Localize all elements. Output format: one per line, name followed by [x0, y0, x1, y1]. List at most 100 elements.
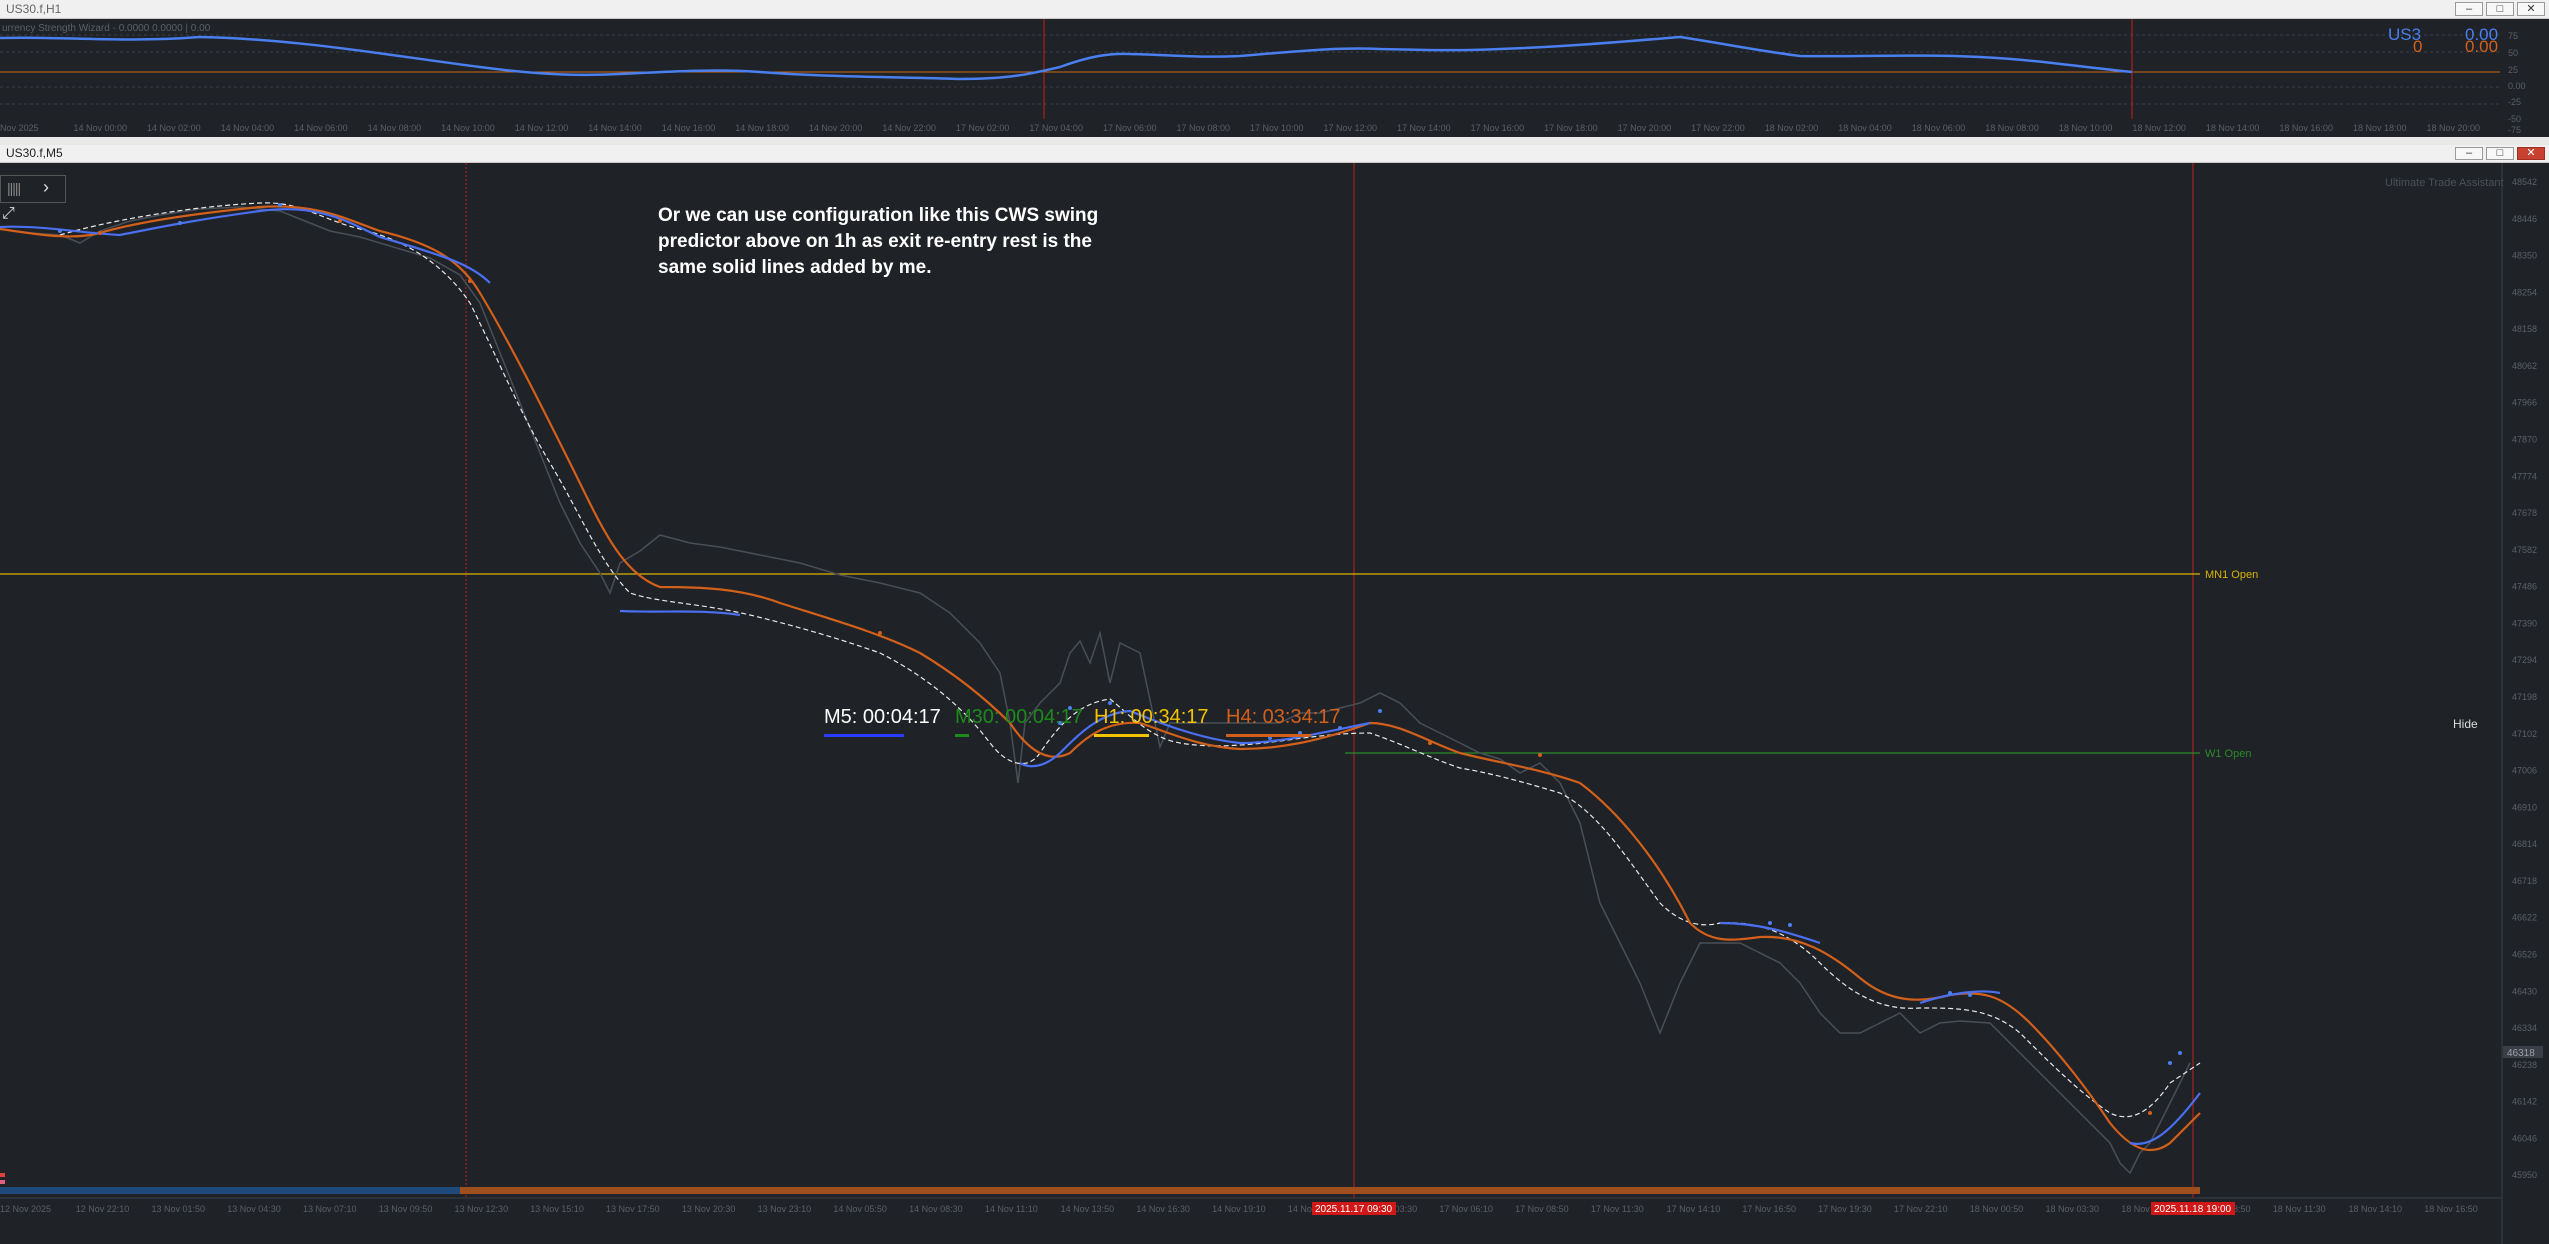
close-button[interactable]: ✕ — [2517, 147, 2545, 160]
h1-window-title: US30.f,H1 — [6, 2, 62, 16]
h1-time-label: 17 Nov 14:00 — [1397, 123, 1451, 133]
legend-us3-name: US3 — [2388, 25, 2421, 44]
legend-0-value: 0.00 — [2465, 37, 2498, 56]
h1-time-label: 18 Nov 16:00 — [2279, 123, 2333, 133]
time-label: 17 Nov 06:10 — [1439, 1204, 1493, 1214]
highlight-time-1 — [1312, 1202, 1396, 1215]
price-label: 46334 — [2512, 1023, 2537, 1033]
time-label: 17 Nov 19:30 — [1818, 1204, 1872, 1214]
hide-button[interactable]: Hide — [2453, 717, 2478, 731]
time-label: 13 Nov 23:10 — [758, 1204, 812, 1214]
annotation-note: Or we can use configuration like this CW… — [658, 203, 1098, 281]
h1-time-label: 18 Nov 12:00 — [2132, 123, 2186, 133]
h1-time-label: 14 Nov 02:00 — [147, 123, 201, 133]
time-label: 17 Nov 14:10 — [1667, 1204, 1721, 1214]
time-label: 18 Nov 06:10 — [2121, 1204, 2175, 1214]
h1-time-label: 14 Nov 08:00 — [368, 123, 422, 133]
time-label: 18 Nov 00:50 — [1970, 1204, 2024, 1214]
h1-time-label: 14 Nov 22:00 — [882, 123, 936, 133]
time-label: 14 Nov 11:10 — [985, 1204, 1038, 1214]
h1-scale-label: 25 — [2508, 65, 2518, 75]
price-label: 47198 — [2512, 692, 2537, 702]
h1-window-titlebar[interactable]: US30.f,H1 – □ ✕ — [0, 0, 2549, 19]
h1-scale-label: 75 — [2508, 31, 2518, 41]
h1-time-label: 14 Nov 06:00 — [294, 123, 348, 133]
m5-price-chart[interactable]: MN1 Open W1 Open 48542 48446 48350 48254 481… — [0, 163, 2549, 1244]
price-label: 47294 — [2512, 655, 2537, 665]
h1-time-label: 14 Nov 18:00 — [735, 123, 789, 133]
h1-chart-window: US30.f,H1 – □ ✕ urrency Strength Wizard … — [0, 0, 2549, 137]
h1-time-label: 14 Nov 20:00 — [809, 123, 863, 133]
time-label: 14 Nov 16:30 — [1136, 1204, 1190, 1214]
legend-us3-value: 0.00 — [2465, 25, 2498, 44]
grip-icon[interactable]: ||||| — [7, 180, 21, 196]
m5-time-axis: 12 Nov 2025 12 Nov 22:10 13 Nov 01:50 13 No… — [0, 1204, 2478, 1214]
h1-time-label: 14 Nov 00:00 — [74, 123, 128, 133]
h1-time-label: 18 Nov 14:00 — [2206, 123, 2260, 133]
time-label: 13 Nov 07:10 — [303, 1204, 357, 1214]
h1-time-label: 17 Nov 04:00 — [1029, 123, 1083, 133]
time-label: 17 Nov 11:30 — [1591, 1204, 1644, 1214]
h1-time-label: 18 Nov 06:00 — [1912, 123, 1966, 133]
h1-time-label: 17 Nov 02:00 — [956, 123, 1010, 133]
h1-scale-label: 50 — [2508, 48, 2518, 58]
expand-icon[interactable]: ⤢ — [2, 205, 15, 222]
time-label: 17 Nov 08:50 — [1515, 1204, 1569, 1214]
timer-m5: M5: 00:04:17 — [824, 706, 941, 737]
h1-time-label: 17 Nov 12:00 — [1324, 123, 1378, 133]
price-candles — [0, 206, 2191, 1175]
h1-time-label: 17 Nov 06:00 — [1103, 123, 1157, 133]
maximize-button[interactable]: □ — [2486, 2, 2514, 16]
time-label: 18 Nov 14:10 — [2348, 1204, 2402, 1214]
current-price-label: 46318 — [2507, 1048, 2535, 1059]
m5-price-scale: 48542 48446 48350 48254 48158 48062 47966 47870… — [2512, 177, 2537, 1180]
h1-time-label: Nov 2025 — [0, 123, 39, 133]
time-label: 13 Nov 15:10 — [530, 1204, 584, 1214]
minimize-button[interactable]: – — [2455, 2, 2483, 16]
currency-strength-line — [0, 35, 2133, 81]
h1-time-label: 17 Nov 08:00 — [1176, 123, 1230, 133]
time-label: 18 Nov 11:30 — [2273, 1204, 2326, 1214]
timer-h4: H4: 03:34:17 — [1226, 706, 1341, 737]
highlight-time-2-label: 2025.11.18 19:00 — [2154, 1204, 2232, 1215]
minimize-button[interactable]: – — [2455, 147, 2483, 160]
price-label: 46910 — [2512, 802, 2537, 812]
time-label: 13 Nov 04:30 — [227, 1204, 281, 1214]
highlight-time-1-label: 2025.11.17 09:30 — [1315, 1204, 1393, 1215]
close-button[interactable]: ✕ — [2517, 2, 2545, 16]
timer-m30-label: M30: 00:04:17 — [955, 706, 1083, 728]
time-label: 18 Nov 03:30 — [2045, 1204, 2099, 1214]
annotation-line-2: predictor above on 1h as exit re-entry r… — [658, 231, 1092, 252]
price-label: 47390 — [2512, 618, 2537, 628]
h1-time-label: 17 Nov 10:00 — [1250, 123, 1304, 133]
time-label: 14 Nov 08:30 — [909, 1204, 963, 1214]
price-label: 48158 — [2512, 324, 2537, 334]
price-label: 47486 — [2512, 582, 2537, 592]
h1-time-label: 14 Nov 12:00 — [515, 123, 569, 133]
price-label: 47102 — [2512, 729, 2537, 739]
m5-window-titlebar[interactable]: US30.f,M5 – □ ✕ — [0, 145, 2549, 163]
price-label: 46526 — [2512, 950, 2537, 960]
h1-indicator-chart[interactable]: urrency Strength Wizard - 0.0000 0.0000 … — [0, 19, 2549, 137]
maximize-button[interactable]: □ — [2486, 147, 2514, 160]
price-label: 47870 — [2512, 435, 2537, 445]
time-label: 13 Nov 09:50 — [379, 1204, 433, 1214]
h1-time-label: 17 Nov 22:00 — [1691, 123, 1745, 133]
time-label: 13 Nov 01:50 — [152, 1204, 206, 1214]
h1-time-label: 14 Nov 14:00 — [588, 123, 642, 133]
chart-nav-panel[interactable]: ||||| › — [0, 175, 66, 203]
price-label: 48446 — [2512, 214, 2537, 224]
h1-time-label: 17 Nov 16:00 — [1471, 123, 1525, 133]
price-label: 48350 — [2512, 251, 2537, 261]
price-label: 47774 — [2512, 471, 2537, 481]
time-label: 12 Nov 2025 — [0, 1204, 51, 1214]
time-label: 13 Nov 20:30 — [682, 1204, 736, 1214]
h1-time-label: 14 Nov 04:00 — [221, 123, 275, 133]
time-label: 18 Nov 16:50 — [2424, 1204, 2478, 1214]
time-label: 12 Nov 22:10 — [76, 1204, 130, 1214]
chevron-right-icon[interactable]: › — [43, 177, 49, 197]
mn1-open-label: MN1 Open — [2205, 569, 2258, 581]
h1-time-label: 18 Nov 20:00 — [2426, 123, 2480, 133]
time-label: 14 Nov 05:50 — [833, 1204, 887, 1214]
time-label: 17 Nov 22:10 — [1894, 1204, 1948, 1214]
